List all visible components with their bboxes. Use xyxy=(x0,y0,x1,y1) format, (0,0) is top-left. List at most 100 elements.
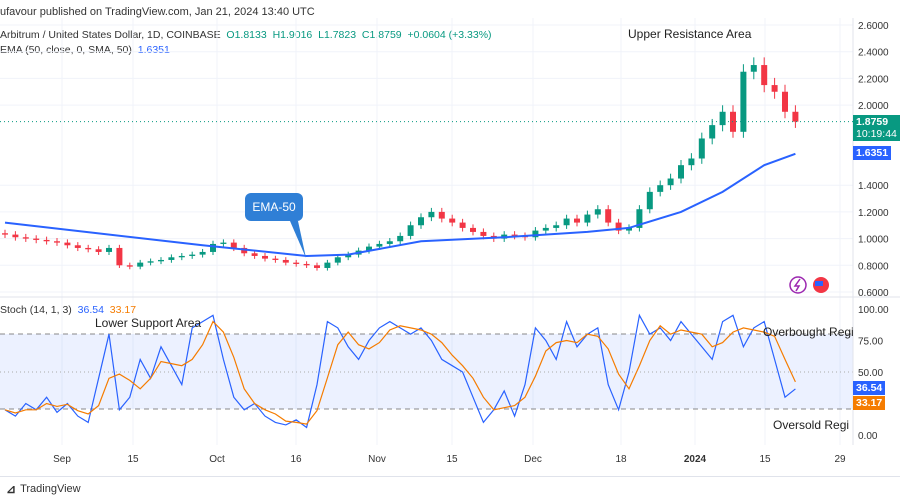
time-tick-label: 18 xyxy=(615,454,627,465)
time-tick-label: 15 xyxy=(759,454,771,465)
candle xyxy=(511,234,518,236)
stoch-tick-label: 0.00 xyxy=(858,431,878,442)
candle xyxy=(719,111,726,126)
candle xyxy=(438,211,445,219)
stoch-k-value: 36.54 xyxy=(77,304,104,316)
candle xyxy=(782,91,788,112)
oversold-label: Oversold Regi xyxy=(773,418,849,432)
candle xyxy=(615,222,622,231)
candle xyxy=(282,259,289,263)
candle xyxy=(605,209,612,223)
candle xyxy=(698,138,705,159)
candle xyxy=(345,254,352,258)
candle xyxy=(189,254,196,256)
stoch-label: Stoch (14, 1, 3) xyxy=(0,304,72,316)
time-tick-label: 29 xyxy=(834,454,846,465)
price-badge-value: 1.8759 xyxy=(856,116,889,128)
candle xyxy=(553,225,560,228)
countdown: 10:19:44 xyxy=(856,128,897,140)
stoch-d-badge: 33.17 xyxy=(853,396,886,410)
candle xyxy=(251,253,258,256)
candle xyxy=(397,235,404,242)
candle xyxy=(262,255,268,259)
candle xyxy=(168,257,175,260)
candle xyxy=(293,262,300,264)
candle xyxy=(657,185,664,192)
tradingview-logo-icon: ⊿ xyxy=(6,481,17,496)
high: H1.9016 xyxy=(272,29,313,41)
candle xyxy=(646,191,653,210)
stoch-band xyxy=(0,334,853,409)
candle xyxy=(792,111,799,122)
candle xyxy=(314,265,320,268)
flag-canton xyxy=(815,281,823,286)
candle xyxy=(563,218,570,226)
footer-brand: TradingView xyxy=(20,482,81,495)
candle xyxy=(532,230,539,238)
ema-label: EMA (50, close, 0, SMA, 50) xyxy=(0,44,132,56)
ema-legend: EMA (50, close, 0, SMA, 50) 1.6351 xyxy=(0,44,170,56)
candle xyxy=(158,259,164,262)
candle xyxy=(178,255,185,258)
candle xyxy=(574,218,580,223)
candle xyxy=(2,233,8,235)
time-tick-label: Oct xyxy=(209,454,225,465)
chart-canvas[interactable]: 2.6000 2.4000 2.2000 2.0000 1.4000 1.2000 1.00… xyxy=(0,0,900,476)
ema-callout-pointer xyxy=(290,221,306,258)
price-tick-label: 2.6000 xyxy=(858,21,889,32)
candle xyxy=(303,263,310,266)
time-tick-label: 2024 xyxy=(684,454,707,465)
stoch-d-value: 33.17 xyxy=(109,304,137,316)
candle xyxy=(688,158,695,166)
change: +0.0604 (+3.33%) xyxy=(407,29,492,41)
symbol: Arbitrum / United States Dollar, 1D, COI… xyxy=(0,29,221,41)
candle xyxy=(584,214,591,223)
ema-callout-text: EMA-50 xyxy=(252,200,296,214)
candle xyxy=(220,242,227,244)
candle xyxy=(459,222,466,228)
candle xyxy=(750,65,757,72)
price-tick-label: 1.4000 xyxy=(858,181,889,192)
stoch-k-badge: 36.54 xyxy=(853,381,886,395)
price-tick-label: 0.6000 xyxy=(858,288,889,299)
candle xyxy=(324,262,331,268)
price-tick-label: 0.8000 xyxy=(858,261,889,272)
candle xyxy=(210,243,216,252)
candle xyxy=(106,247,112,252)
lightning-icon[interactable] xyxy=(789,276,807,294)
candle xyxy=(126,265,133,267)
price-tick-label: 1.0000 xyxy=(858,235,889,246)
candle xyxy=(334,257,341,263)
candle xyxy=(667,178,674,186)
price-tick-label: 1.2000 xyxy=(858,208,889,219)
time-tick-label: 15 xyxy=(127,454,139,465)
candle xyxy=(594,209,601,215)
stoch-d-line xyxy=(4,320,796,425)
price-tick-label: 2.4000 xyxy=(858,48,889,59)
candle xyxy=(428,211,435,218)
open: O1.8133 xyxy=(226,29,267,41)
candle xyxy=(761,65,768,86)
stoch-k-line xyxy=(4,313,796,429)
candle xyxy=(85,247,92,250)
candle xyxy=(470,227,476,232)
symbol-legend: Arbitrum / United States Dollar, 1D, COI… xyxy=(0,29,492,41)
candle xyxy=(12,234,19,238)
candle xyxy=(43,239,50,242)
time-tick-label: Dec xyxy=(524,454,542,465)
ema-callout xyxy=(245,193,303,221)
candle xyxy=(137,262,144,267)
candle xyxy=(678,165,684,179)
candle xyxy=(22,237,29,239)
candle xyxy=(366,246,372,251)
candle xyxy=(33,238,40,240)
candle xyxy=(199,251,206,255)
candle xyxy=(636,209,643,228)
ema-value: 1.6351 xyxy=(137,44,170,56)
candle xyxy=(230,242,237,248)
candle xyxy=(480,231,487,236)
candle xyxy=(449,218,456,223)
candle xyxy=(64,242,71,246)
stoch-tick-label: 50.00 xyxy=(858,368,883,379)
upper-resistance-label: Upper Resistance Area xyxy=(628,27,752,41)
